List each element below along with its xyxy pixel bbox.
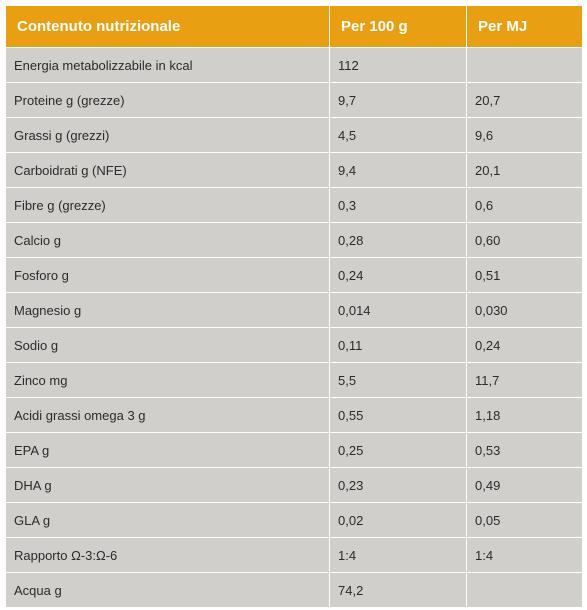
nutrition-table: Contenuto nutrizionale Per 100 g Per MJ … [5,5,583,608]
table-row: GLA g 0,02 0,05 [5,502,583,538]
value-per-mj [466,572,583,608]
value-per-mj: 9,6 [466,117,583,153]
nutrient-name: Magnesio g [5,292,330,328]
table-row: Proteine g (grezze) 9,7 20,7 [5,82,583,118]
table-row: Grassi g (grezzi) 4,5 9,6 [5,117,583,153]
value-per-mj: 20,7 [466,82,583,118]
value-per-mj: 11,7 [466,362,583,398]
header-row: Contenuto nutrizionale Per 100 g Per MJ [5,5,583,48]
value-per-100g: 9,4 [329,152,467,188]
table-row: Fosforo g 0,24 0,51 [5,257,583,293]
header-per-100g: Per 100 g [329,5,467,48]
nutrient-name: EPA g [5,432,330,468]
value-per-100g: 112 [329,47,467,83]
table-row: Acqua g 74,2 [5,572,583,608]
table-row: Fibre g (grezze) 0,3 0,6 [5,187,583,223]
table-row: Magnesio g 0,014 0,030 [5,292,583,328]
value-per-mj: 0,49 [466,467,583,503]
nutrient-name: Acqua g [5,572,330,608]
value-per-100g: 4,5 [329,117,467,153]
value-per-100g: 0,25 [329,432,467,468]
table-row: Energia metabolizzabile in kcal 112 [5,47,583,83]
nutrient-name: Fosforo g [5,257,330,293]
table-row: DHA g 0,23 0,49 [5,467,583,503]
nutrient-name: Rapporto Ω-3:Ω-6 [5,537,330,573]
value-per-mj: 1:4 [466,537,583,573]
value-per-100g: 0,014 [329,292,467,328]
nutrient-name: DHA g [5,467,330,503]
value-per-mj: 1,18 [466,397,583,433]
table-row: Calcio g 0,28 0,60 [5,222,583,258]
value-per-100g: 5,5 [329,362,467,398]
value-per-100g: 0,11 [329,327,467,363]
nutrient-name: Grassi g (grezzi) [5,117,330,153]
table-row: EPA g 0,25 0,53 [5,432,583,468]
value-per-100g: 0,3 [329,187,467,223]
value-per-mj: 0,6 [466,187,583,223]
value-per-100g: 74,2 [329,572,467,608]
nutrient-name: Fibre g (grezze) [5,187,330,223]
value-per-100g: 0,24 [329,257,467,293]
nutrient-name: GLA g [5,502,330,538]
value-per-100g: 0,28 [329,222,467,258]
value-per-mj [466,47,583,83]
value-per-mj: 0,05 [466,502,583,538]
value-per-mj: 20,1 [466,152,583,188]
value-per-mj: 0,030 [466,292,583,328]
nutrient-name: Zinco mg [5,362,330,398]
value-per-100g: 0,02 [329,502,467,538]
table-row: Zinco mg 5,5 11,7 [5,362,583,398]
value-per-mj: 0,24 [466,327,583,363]
table-row: Acidi grassi omega 3 g 0,55 1,18 [5,397,583,433]
nutrient-name: Proteine g (grezze) [5,82,330,118]
nutrient-name: Sodio g [5,327,330,363]
value-per-100g: 1:4 [329,537,467,573]
table-row: Carboidrati g (NFE) 9,4 20,1 [5,152,583,188]
table-row: Sodio g 0,11 0,24 [5,327,583,363]
value-per-100g: 9,7 [329,82,467,118]
table-row: Rapporto Ω-3:Ω-6 1:4 1:4 [5,537,583,573]
header-per-mj: Per MJ [466,5,583,48]
value-per-100g: 0,23 [329,467,467,503]
value-per-mj: 0,60 [466,222,583,258]
nutrient-name: Energia metabolizzabile in kcal [5,47,330,83]
value-per-mj: 0,53 [466,432,583,468]
value-per-mj: 0,51 [466,257,583,293]
nutrient-name: Acidi grassi omega 3 g [5,397,330,433]
header-nutritional-content: Contenuto nutrizionale [5,5,330,48]
nutrient-name: Calcio g [5,222,330,258]
value-per-100g: 0,55 [329,397,467,433]
nutrient-name: Carboidrati g (NFE) [5,152,330,188]
